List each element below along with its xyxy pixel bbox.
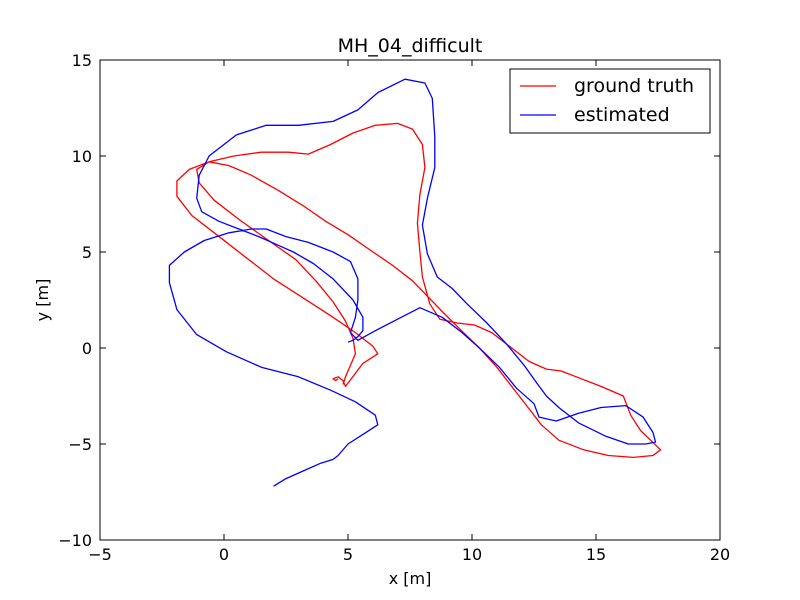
series-line-ground-truth (176, 122, 662, 459)
y-tick-label: −10 (58, 531, 92, 550)
series-layer (168, 78, 662, 487)
chart-title: MH_04_difficult (338, 35, 483, 57)
legend-label-ground-truth: ground truth (574, 75, 694, 97)
y-tick-label: −5 (68, 435, 92, 454)
series-line-estimated (168, 78, 657, 487)
legend-box (509, 68, 711, 134)
x-tick-label: 10 (462, 545, 482, 564)
legend: ground truth estimated (509, 68, 711, 134)
legend-label-estimated: estimated (574, 104, 670, 126)
y-tick-label: 5 (82, 243, 92, 262)
x-tick-label: 0 (219, 545, 229, 564)
y-tick-label: 10 (72, 147, 92, 166)
plot-frame (99, 59, 721, 541)
x-tick-label: 20 (710, 545, 730, 564)
y-tick-label: 15 (72, 51, 92, 70)
x-tick-label: 15 (586, 545, 606, 564)
x-tick-label: 5 (343, 545, 353, 564)
x-axis-label: x [m] (389, 569, 432, 588)
y-axis-label: y [m] (33, 279, 52, 322)
y-tick-label: 0 (82, 339, 92, 358)
x-tick-label: −5 (88, 545, 112, 564)
